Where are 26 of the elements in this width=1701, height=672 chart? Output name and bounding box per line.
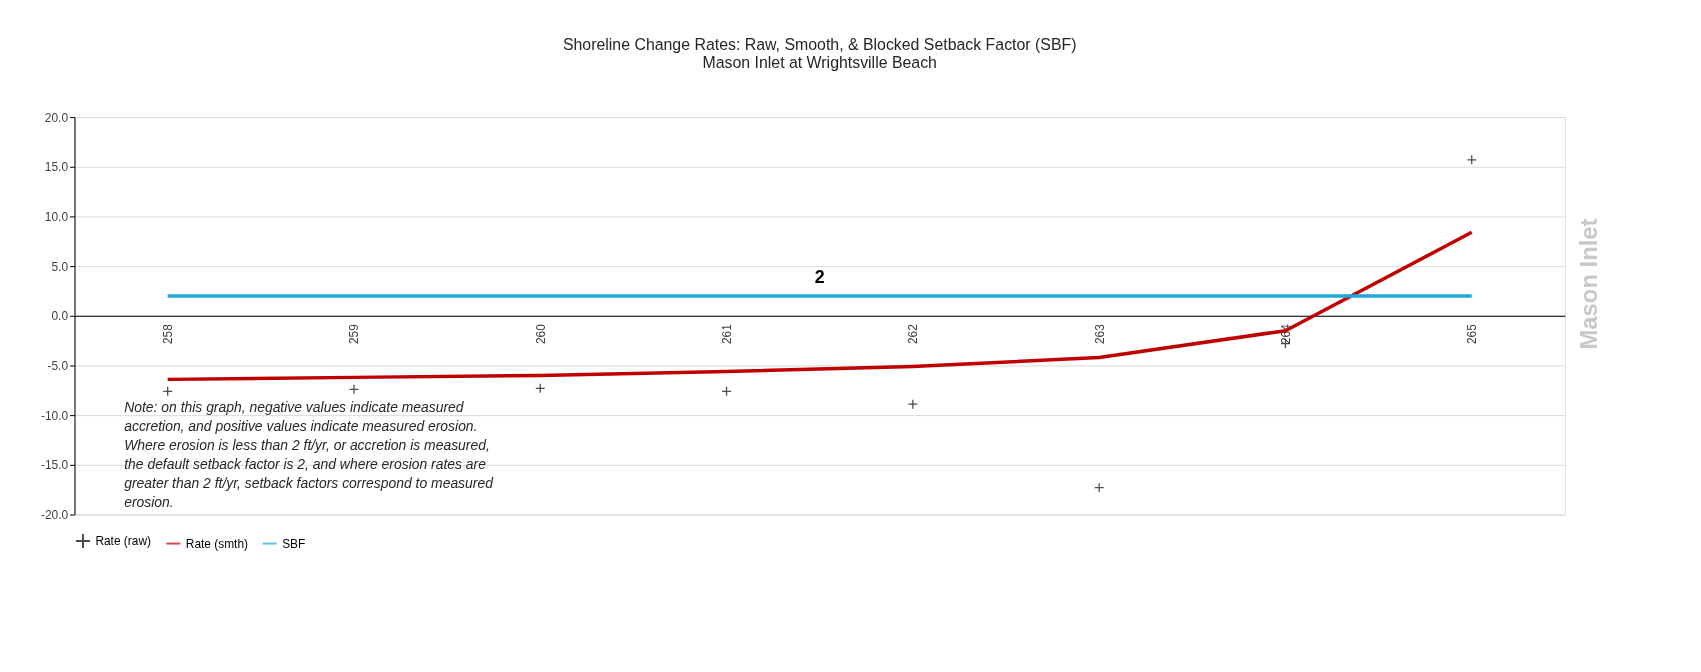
annotation: 2 <box>814 266 825 287</box>
x-tick-label: 261 <box>720 323 735 345</box>
annotation: Note: on this graph, negative values indicate measured accretion, and positive values indicate measured erosion. Where erosion is less than 2 ft/yr, or accretion is measured, the default setback factor is 2, and where erosion rates are greater than 2 ft/yr, setback factors correspond to measured erosion. <box>124 399 495 510</box>
x-tick-label: 260 <box>533 323 548 345</box>
x-tick-label: 259 <box>347 323 362 345</box>
x-tick-label: 263 <box>1092 323 1107 345</box>
chart-subtitle: Mason Inlet at Wrightsville Beach <box>702 54 937 72</box>
y-tick-label: 0.0 <box>51 309 69 324</box>
y-tick-label: -15.0 <box>40 458 69 473</box>
chart-title: Shoreline Change Rates: Raw, Smooth, & Blocked Setback Factor (SBF) <box>562 35 1077 53</box>
x-tick-label: 262 <box>906 323 921 345</box>
legend-label: Rate (raw) <box>95 534 151 549</box>
x-tick-label: 258 <box>161 323 176 345</box>
y-tick-label: 10.0 <box>44 209 69 224</box>
x-tick-label: 265 <box>1465 323 1480 345</box>
y-tick-label: 20.0 <box>44 110 69 125</box>
legend-label: SBF <box>282 536 306 551</box>
y-tick-label: 15.0 <box>44 160 69 175</box>
y-tick-label: -10.0 <box>40 408 69 423</box>
y-tick-label: -5.0 <box>47 358 69 373</box>
point <box>348 384 360 395</box>
point <box>1094 482 1105 493</box>
y-tick-label: -20.0 <box>40 507 69 522</box>
line-series <box>165 230 1474 382</box>
legend-label: Rate (smth) <box>185 536 249 551</box>
y-tick-label: 5.0 <box>51 259 69 274</box>
